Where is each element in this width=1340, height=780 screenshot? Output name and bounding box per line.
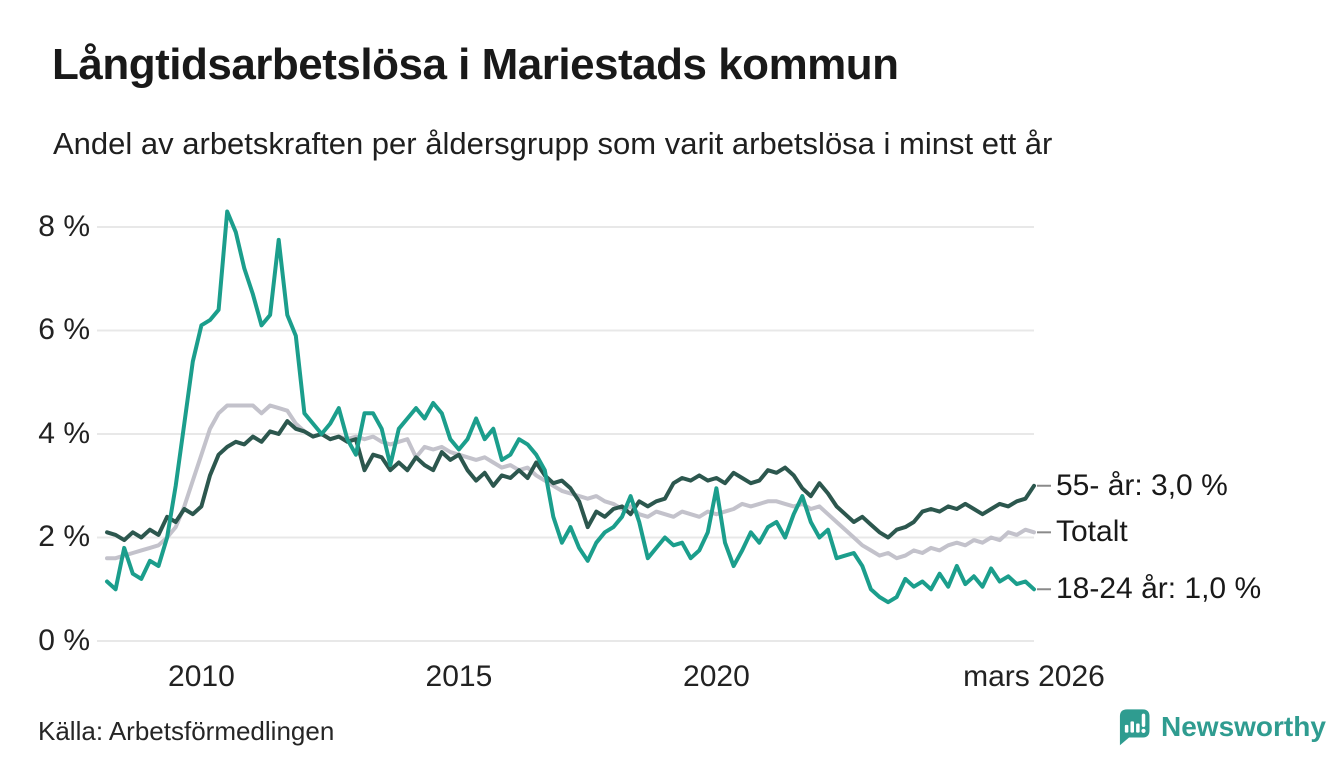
y-axis-tick-2: 2 % bbox=[38, 520, 90, 553]
source-note: Källa: Arbetsförmedlingen bbox=[38, 716, 335, 746]
y-axis-tick-8: 8 % bbox=[38, 210, 90, 243]
newsworthy-logo-icon bbox=[1119, 709, 1150, 746]
newsworthy-logo: Newsworthy bbox=[1117, 708, 1326, 746]
y-axis-tick-4: 4 % bbox=[38, 417, 90, 450]
series-end-label-55-ar: 55- år: 3,0 % bbox=[1056, 468, 1228, 502]
y-axis-tick-6: 6 % bbox=[38, 313, 90, 346]
series-end-label-totalt: Totalt bbox=[1056, 515, 1128, 549]
x-axis-tick-mars-2026: mars 2026 bbox=[963, 660, 1105, 693]
newsworthy-logo-text: Newsworthy bbox=[1161, 711, 1326, 742]
y-axis-tick-0: 0 % bbox=[38, 624, 90, 657]
series-line-18-24-ar bbox=[105, 209, 1036, 605]
x-axis-tick-2020: 2020 bbox=[683, 660, 750, 693]
series-line-totalt bbox=[105, 403, 1036, 561]
chart-subtitle: Andel av arbetskraften per åldersgrupp s… bbox=[53, 126, 1053, 161]
x-axis-tick-2015: 2015 bbox=[425, 660, 493, 693]
series-end-label-18-24-ar: 18-24 år: 1,0 % bbox=[1056, 572, 1262, 606]
series-line-55-ar bbox=[105, 419, 1036, 543]
x-axis-tick-2010: 2010 bbox=[168, 660, 235, 693]
chart-title: Långtidsarbetslösa i Mariestads kommun bbox=[52, 40, 899, 89]
